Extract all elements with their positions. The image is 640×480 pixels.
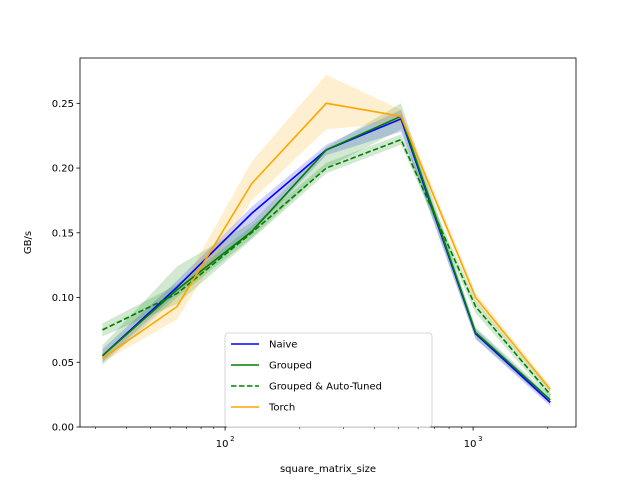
x-tick-label: 10	[464, 439, 477, 450]
y-tick-label: 0.10	[52, 293, 74, 304]
confidence-bands	[102, 74, 551, 407]
y-tick-label: 0.25	[52, 99, 74, 110]
x-tick-exponent: 2	[230, 435, 234, 443]
series-line-grouped-auto-tuned	[102, 138, 551, 396]
x-axis-label: square_matrix_size	[280, 464, 376, 475]
y-tick-label: 0.15	[52, 228, 74, 239]
y-axis-label: GB/s	[23, 231, 34, 254]
legend-box	[224, 332, 433, 428]
legend-label-naive: Naive	[269, 340, 297, 351]
legend-label-torch: Torch	[268, 403, 295, 414]
y-tick-label: 0.20	[52, 164, 74, 175]
series-line-torch	[101, 102, 551, 391]
band-grouped	[102, 103, 551, 404]
y-axis-ticks: 0.00 0.05 0.10 0.15 0.20 0.25	[52, 99, 80, 434]
y-tick-label: 0.00	[52, 423, 74, 434]
x-tick-exponent: 3	[478, 435, 482, 443]
y-tick-label: 0.05	[52, 358, 74, 369]
series-line-grouped	[101, 115, 551, 401]
legend: Naive Grouped Grouped & Auto-Tuned Torch	[224, 332, 433, 428]
x-tick-label: 10	[216, 439, 229, 450]
legend-label-grouped-auto-tuned: Grouped & Auto-Tuned	[269, 382, 382, 393]
series-lines	[101, 102, 551, 403]
legend-label-grouped: Grouped	[269, 361, 312, 372]
